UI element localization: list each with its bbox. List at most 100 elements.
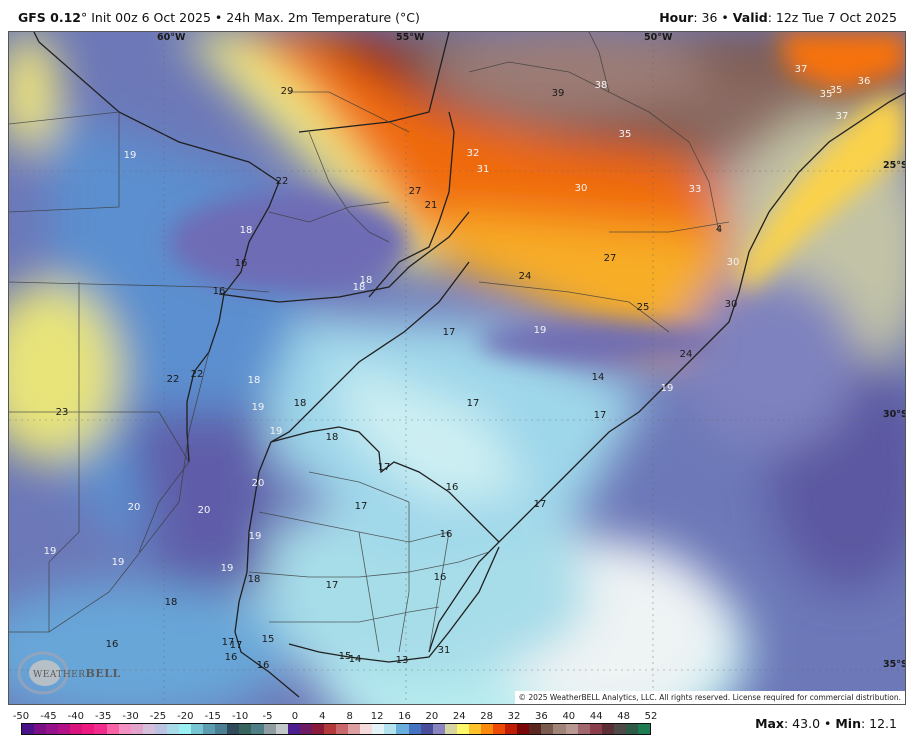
colorbar-swatch bbox=[565, 724, 578, 734]
temperature-label: 36 bbox=[857, 76, 871, 87]
logo-brand-big: BELL bbox=[85, 667, 121, 680]
temperature-label: 16 bbox=[439, 529, 453, 540]
colorbar-swatch bbox=[70, 724, 83, 734]
min-label: Min bbox=[835, 716, 861, 731]
init-description: Init 00z 6 Oct 2025 • 24h Max. 2m Temper… bbox=[87, 10, 420, 25]
temperature-label: 18 bbox=[352, 282, 366, 293]
header: GFS 0.12° Init 00z 6 Oct 2025 • 24h Max.… bbox=[0, 0, 914, 31]
temperature-label: 19 bbox=[533, 325, 547, 336]
colorbar-swatch bbox=[468, 724, 481, 734]
colorbar-tick: 52 bbox=[644, 711, 658, 722]
colorbar-swatch bbox=[625, 724, 638, 734]
colorbar-swatch bbox=[34, 724, 47, 734]
colorbar-swatch bbox=[311, 724, 324, 734]
colorbar-tick: -30 bbox=[122, 711, 139, 722]
temperature-label: 24 bbox=[679, 349, 693, 360]
temperature-label: 39 bbox=[551, 88, 565, 99]
colorbar-swatch bbox=[22, 724, 35, 734]
temperature-label: 17 bbox=[354, 501, 368, 512]
temperature-label: 18 bbox=[359, 275, 373, 286]
colorbar-swatch bbox=[444, 724, 457, 734]
degree-mark: ° bbox=[81, 10, 88, 25]
temperature-label: 18 bbox=[164, 597, 178, 608]
temperature-label: 17 bbox=[325, 580, 339, 591]
colorbar-swatch bbox=[299, 724, 312, 734]
swirl-icon bbox=[17, 651, 69, 695]
colorbar-swatch bbox=[130, 724, 143, 734]
colorbar-tick: -35 bbox=[95, 711, 112, 722]
temperature-label: 19 bbox=[660, 383, 674, 394]
colorbar-tick: 4 bbox=[319, 711, 326, 722]
colorbar-tick: -45 bbox=[40, 711, 57, 722]
temperature-map[interactable]: 60°W 55°W 50°W 25°S 30°S 35°S 29 39 38 37 36 35 35 3… bbox=[8, 31, 906, 705]
colorbar-swatch bbox=[517, 724, 530, 734]
temperature-colorbar bbox=[21, 723, 651, 735]
colorbar-swatch bbox=[215, 724, 228, 734]
temperature-label: 20 bbox=[127, 502, 141, 513]
colorbar-swatch bbox=[106, 724, 119, 734]
max-label: Max bbox=[755, 716, 784, 731]
max-min-stats: Max: 43.0 • Min: 12.1 bbox=[755, 716, 897, 731]
temperature-label: 19 bbox=[248, 531, 262, 542]
colorbar-tick: -50 bbox=[12, 711, 30, 722]
temperature-label: 14 bbox=[348, 654, 362, 665]
copyright-notice: © 2025 WeatherBELL Analytics, LLC. All r… bbox=[514, 691, 905, 704]
colorbar-swatch bbox=[94, 724, 107, 734]
temperature-label: 38 bbox=[594, 80, 608, 91]
colorbar-swatch bbox=[154, 724, 167, 734]
model-name: GFS 0.12 bbox=[18, 10, 81, 25]
colorbar-swatch bbox=[577, 724, 590, 734]
temperature-label: 17 bbox=[593, 410, 607, 421]
colorbar-swatch bbox=[191, 724, 204, 734]
temperature-label: 17 bbox=[229, 640, 243, 651]
min-value: : 12.1 bbox=[860, 716, 897, 731]
colorbar-swatch bbox=[493, 724, 506, 734]
temperature-label: 4 bbox=[715, 224, 723, 235]
colorbar-swatch bbox=[239, 724, 252, 734]
temperature-label: 18 bbox=[325, 432, 339, 443]
colorbar-swatch bbox=[360, 724, 373, 734]
temperature-label: 25 bbox=[636, 302, 650, 313]
temperature-label: 18 bbox=[293, 398, 307, 409]
temperature-label: 16 bbox=[256, 660, 270, 671]
temperature-label: 19 bbox=[43, 546, 57, 557]
temperature-label: 18 bbox=[239, 225, 253, 236]
temperature-label: 23 bbox=[55, 407, 69, 418]
colorbar-swatch bbox=[58, 724, 71, 734]
colorbar-tick: 12 bbox=[370, 711, 384, 722]
temperature-label: 22 bbox=[166, 374, 180, 385]
colorbar-tick: 28 bbox=[480, 711, 494, 722]
temperature-label: 17 bbox=[533, 499, 547, 510]
temperature-label: 16 bbox=[234, 258, 248, 269]
longitude-label: 60°W bbox=[157, 32, 186, 43]
temperature-label: 32 bbox=[466, 148, 480, 159]
colorbar-swatch bbox=[203, 724, 216, 734]
longitude-label: 50°W bbox=[644, 32, 673, 43]
valid-label: Valid bbox=[732, 10, 768, 25]
map-title: GFS 0.12° Init 00z 6 Oct 2025 • 24h Max.… bbox=[18, 10, 420, 25]
colorbar-swatch bbox=[82, 724, 95, 734]
colorbar-tick: 32 bbox=[507, 711, 521, 722]
temperature-label: 30 bbox=[726, 257, 740, 268]
temperature-label: 37 bbox=[794, 64, 808, 75]
temperature-label: 19 bbox=[251, 402, 265, 413]
colorbar-swatch bbox=[384, 724, 397, 734]
colorbar-tick: -15 bbox=[204, 711, 221, 722]
temperature-label: 19 bbox=[269, 426, 283, 437]
hour-label: Hour bbox=[659, 10, 694, 25]
temperature-label: 19 bbox=[111, 557, 125, 568]
colorbar-swatch bbox=[336, 724, 349, 734]
colorbar-swatch bbox=[541, 724, 554, 734]
temperature-label: 17 bbox=[442, 327, 456, 338]
temperature-label: 33 bbox=[688, 184, 702, 195]
temperature-label: 17 bbox=[221, 637, 235, 648]
colorbar-tick: 20 bbox=[425, 711, 439, 722]
latitude-label: 25°S bbox=[883, 160, 906, 171]
temperature-label: 16 bbox=[105, 639, 119, 650]
colorbar-swatch bbox=[408, 724, 421, 734]
temperature-label: 13 bbox=[395, 655, 409, 666]
longitude-label: 55°W bbox=[396, 32, 425, 43]
colorbar-tick: 36 bbox=[535, 711, 548, 722]
temperature-label: 14 bbox=[591, 372, 605, 383]
colorbar-swatch bbox=[263, 724, 276, 734]
